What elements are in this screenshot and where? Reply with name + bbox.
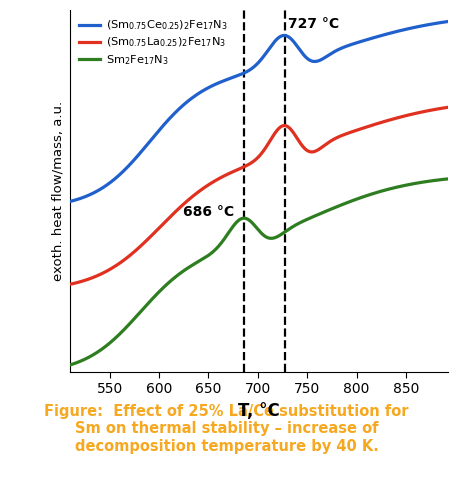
Y-axis label: exoth. heat flow/mass, a.u.: exoth. heat flow/mass, a.u.: [52, 101, 65, 281]
Legend: (Sm$_{0.75}$Ce$_{0.25}$)$_2$Fe$_{17}$N$_3$, (Sm$_{0.75}$La$_{0.25}$)$_2$Fe$_{17}: (Sm$_{0.75}$Ce$_{0.25}$)$_2$Fe$_{17}$N$_…: [76, 15, 231, 70]
Text: Figure:  Effect of 25% La/Ce substitution for
Sm on thermal stability – increase: Figure: Effect of 25% La/Ce substitution…: [44, 404, 409, 454]
X-axis label: T, °C: T, °C: [238, 402, 280, 420]
Text: 686 °C: 686 °C: [183, 205, 234, 219]
Text: 727 °C: 727 °C: [289, 17, 340, 31]
